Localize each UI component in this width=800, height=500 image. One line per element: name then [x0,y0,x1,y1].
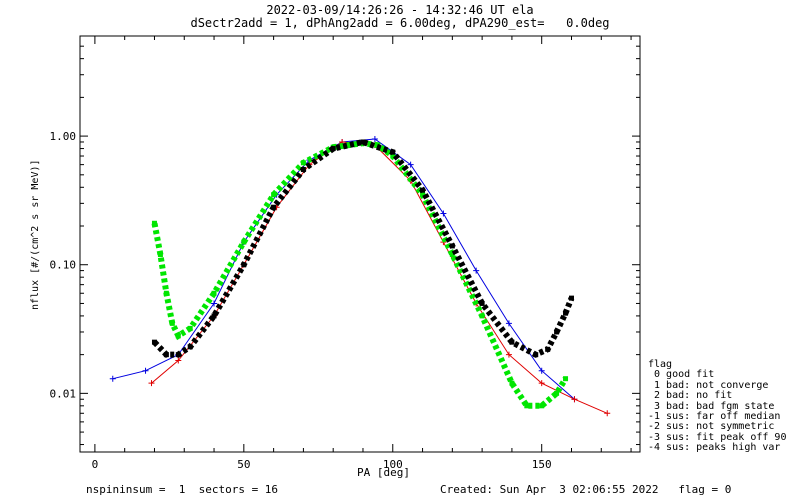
data-point-green [539,403,545,409]
data-point-green [187,325,193,331]
data-point-black [509,339,515,345]
data-point-green [420,192,426,198]
data-point-black [151,339,157,345]
series-line-black [152,138,575,358]
axes-layer: 0 50 100 150 0.01 0.10 1.00 [50,35,640,471]
data-point-red [604,410,611,417]
data-point-black [187,344,193,350]
legend-item: -1 sus: far off median [648,411,781,423]
y-axis-label: nflux [#/(cm^2 s sr MeV)] [30,159,41,310]
data-point-green [163,290,169,296]
y-tick-label: 0.01 [50,387,77,400]
data-point-black [211,313,217,319]
data-point-red [538,380,545,387]
data-point-green [241,239,247,245]
data-point-green [211,290,217,296]
data-point-black [390,149,396,155]
series-line-red [151,141,608,414]
data-point-green [175,333,181,339]
data-point-green [563,376,569,382]
data-point-black [163,352,169,358]
data-point-green [390,153,396,159]
data-point-blue [473,267,480,274]
legend-item: 2 bad: no fit [648,390,733,402]
chart-subtitle: dSectr2add = 1, dPhAng2add = 6.00deg, dP… [190,16,610,30]
x-tick-label: 50 [237,458,250,471]
data-point-green [554,390,560,396]
y-tick-label: 0.10 [50,259,77,272]
legend-item: 3 bad: bad fgm state [648,400,775,412]
data-point-green [449,252,455,258]
data-point-green [157,252,163,258]
footer-created-info: Created: Sun Apr 3 02:06:55 2022 flag = … [440,483,732,496]
data-layer [109,135,611,417]
data-point-green [300,160,306,166]
data-point-red [571,396,578,403]
y-tick-label: 1.00 [50,130,77,143]
data-point-black [449,243,455,249]
flag-legend: flag 0 good fit 1 bad: not converge 2 ba… [648,359,787,454]
data-point-black [545,346,551,352]
x-tick-label: 150 [532,458,552,471]
data-point-black [360,139,366,145]
data-point-black [241,262,247,268]
data-point-black [568,295,574,301]
data-point-black [271,204,277,210]
data-point-blue [142,367,149,374]
data-point-black [563,310,569,316]
x-tick-label: 0 [92,458,99,471]
legend-item: 0 good fit [648,369,715,381]
data-point-black [479,300,485,306]
data-point-black [533,352,539,358]
series-line-blue [112,138,575,400]
legend-item: -4 sus: peaks high var [648,442,781,454]
data-point-green [169,320,175,326]
series-line-green [151,140,569,409]
data-point-blue [407,161,414,168]
data-point-green [151,220,157,226]
x-tick-label: 100 [383,458,403,471]
data-point-black [330,146,336,152]
legend-item: -2 sus: not symmetric [648,421,775,433]
data-point-green [479,313,485,319]
data-point-green [524,403,530,409]
data-point-blue [538,367,545,374]
data-point-blue [211,300,218,307]
data-point-green [271,192,277,198]
legend-item: 1 bad: not converge [648,379,769,391]
x-axis-label: PA [deg] [357,466,410,479]
chart-title: 2022-03-09/14:26:26 - 14:32:46 UT ela [266,3,534,17]
data-point-green [509,380,515,386]
footer-sectors-info: nspininsum = 1 sectors = 16 [86,483,279,496]
data-point-blue [371,135,378,142]
data-point-black [300,166,306,172]
data-point-red [175,357,182,364]
data-point-black [554,329,560,335]
data-point-blue [109,375,116,382]
data-point-blue [505,320,512,327]
data-point-red [505,351,512,358]
legend-item: -3 sus: fit peak off 90 [648,431,787,443]
data-point-blue [440,210,447,217]
data-point-red [148,380,155,387]
plot-frame [79,35,641,453]
data-point-black [420,187,426,193]
data-point-black [175,352,181,358]
legend-title: flag [648,359,673,370]
